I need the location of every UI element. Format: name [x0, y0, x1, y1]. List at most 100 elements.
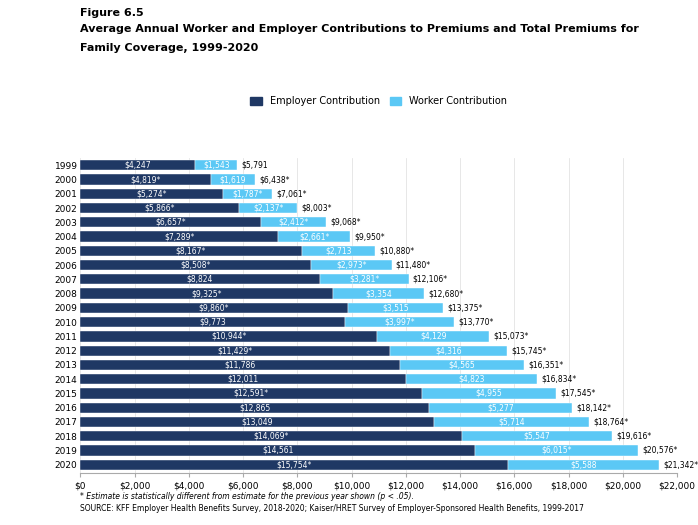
Bar [80, 174, 211, 185]
Text: $2,137*: $2,137* [253, 204, 283, 213]
Text: $12,865: $12,865 [239, 403, 270, 412]
Bar [80, 246, 302, 256]
Text: $9,773: $9,773 [200, 318, 226, 327]
Text: $18,142*: $18,142* [577, 403, 611, 412]
Bar [311, 260, 392, 270]
Text: $5,791: $5,791 [242, 161, 268, 170]
Text: $9,950*: $9,950* [355, 232, 385, 241]
Text: $19,616*: $19,616* [616, 432, 652, 440]
Bar [261, 217, 326, 227]
Bar [348, 303, 443, 313]
Text: $2,973*: $2,973* [336, 260, 366, 270]
Text: $9,068*: $9,068* [330, 218, 361, 227]
Text: $8,508*: $8,508* [181, 260, 211, 270]
Text: $7,289*: $7,289* [164, 232, 194, 241]
Text: $5,588: $5,588 [570, 460, 597, 469]
Text: $4,247: $4,247 [124, 161, 151, 170]
Text: $3,515: $3,515 [382, 303, 409, 312]
Text: $18,764*: $18,764* [593, 417, 629, 426]
Text: $4,316: $4,316 [436, 346, 462, 355]
Text: $5,277: $5,277 [487, 403, 514, 412]
Bar [239, 203, 297, 213]
Text: $15,745*: $15,745* [512, 346, 547, 355]
Text: $5,866*: $5,866* [144, 204, 175, 213]
Bar [80, 431, 462, 442]
Text: $7,061*: $7,061* [276, 190, 306, 198]
Bar [80, 317, 346, 327]
Bar [80, 217, 261, 227]
Bar [80, 188, 223, 199]
Bar [80, 260, 311, 270]
Text: $12,591*: $12,591* [234, 389, 269, 398]
Text: $14,069*: $14,069* [253, 432, 289, 440]
Text: $1,619: $1,619 [220, 175, 246, 184]
Text: $4,823: $4,823 [459, 375, 484, 384]
Text: $8,167*: $8,167* [176, 246, 206, 255]
Text: $5,274*: $5,274* [137, 190, 167, 198]
Text: $10,944*: $10,944* [211, 332, 246, 341]
Bar [80, 203, 239, 213]
Bar [80, 160, 195, 171]
Text: $3,281*: $3,281* [349, 275, 379, 284]
Text: $6,438*: $6,438* [259, 175, 290, 184]
Bar [80, 445, 475, 456]
Bar [434, 417, 589, 427]
Text: $3,354: $3,354 [365, 289, 392, 298]
Bar [377, 331, 489, 341]
Text: $21,342*: $21,342* [663, 460, 698, 469]
Text: $16,351*: $16,351* [528, 360, 563, 370]
Bar [80, 232, 278, 242]
Text: $12,011: $12,011 [228, 375, 259, 384]
Bar [80, 289, 333, 299]
Bar [302, 246, 376, 256]
Bar [195, 160, 237, 171]
Text: * Estimate is statistically different from estimate for the previous year shown : * Estimate is statistically different fr… [80, 492, 414, 501]
Text: $4,565: $4,565 [449, 360, 475, 370]
Bar [80, 459, 507, 470]
Bar [80, 331, 377, 341]
Text: $11,786: $11,786 [225, 360, 255, 370]
Bar [400, 360, 524, 370]
Text: $15,754*: $15,754* [276, 460, 311, 469]
Text: $4,955: $4,955 [475, 389, 503, 398]
Text: $10,880*: $10,880* [380, 246, 415, 255]
Text: $13,375*: $13,375* [447, 303, 482, 312]
Text: $9,325*: $9,325* [191, 289, 222, 298]
Text: Family Coverage, 1999-2020: Family Coverage, 1999-2020 [80, 43, 258, 53]
Bar [80, 274, 320, 285]
Text: $11,429*: $11,429* [218, 346, 253, 355]
Text: $6,015*: $6,015* [542, 446, 572, 455]
Text: $11,480*: $11,480* [396, 260, 431, 270]
Text: $1,543: $1,543 [203, 161, 230, 170]
Text: $9,860*: $9,860* [199, 303, 229, 312]
Text: $17,545*: $17,545* [560, 389, 595, 398]
Bar [80, 403, 429, 413]
Bar [429, 403, 572, 413]
Text: $12,106*: $12,106* [413, 275, 448, 284]
Bar [211, 174, 255, 185]
Bar [80, 360, 400, 370]
Text: $14,561: $14,561 [262, 446, 293, 455]
Text: $1,787*: $1,787* [232, 190, 262, 198]
Text: Average Annual Worker and Employer Contributions to Premiums and Total Premiums : Average Annual Worker and Employer Contr… [80, 24, 639, 34]
Bar [475, 445, 639, 456]
Bar [406, 374, 537, 384]
Bar [346, 317, 454, 327]
Bar [422, 388, 556, 398]
Text: $16,834*: $16,834* [541, 375, 577, 384]
Text: $8,003*: $8,003* [302, 204, 332, 213]
Bar [507, 459, 659, 470]
Bar [333, 289, 424, 299]
Text: $4,129: $4,129 [420, 332, 447, 341]
Bar [80, 345, 390, 356]
Text: SOURCE: KFF Employer Health Benefits Survey, 2018-2020; Kaiser/HRET Survey of Em: SOURCE: KFF Employer Health Benefits Sur… [80, 504, 584, 513]
Text: $5,714: $5,714 [498, 417, 525, 426]
Bar [80, 303, 348, 313]
Legend: Employer Contribution, Worker Contribution: Employer Contribution, Worker Contributi… [251, 96, 507, 106]
Text: $6,657*: $6,657* [155, 218, 186, 227]
Bar [320, 274, 408, 285]
Bar [80, 388, 422, 398]
Text: $12,680*: $12,680* [429, 289, 463, 298]
Text: Figure 6.5: Figure 6.5 [80, 8, 144, 18]
Text: $4,819*: $4,819* [131, 175, 161, 184]
